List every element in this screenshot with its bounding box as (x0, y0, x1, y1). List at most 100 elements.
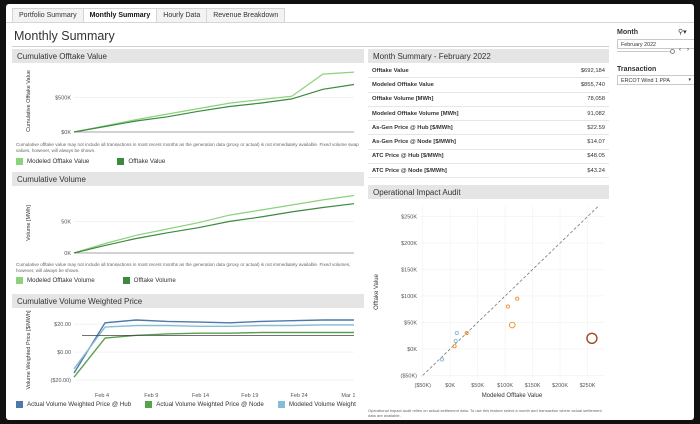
transaction-value: ERCOT Wind 1 PPA (621, 78, 670, 84)
tab-portfolio-summary[interactable]: Portfolio Summary (12, 8, 84, 23)
x-tick-label: $50K (471, 383, 484, 389)
dashboard-frame: Portfolio Summary Monthly Summary Hourly… (6, 4, 694, 420)
legend-item[interactable]: Actual Volume Weighted Price @ Node (145, 401, 264, 408)
y-axis-label: Offtake Value (374, 273, 380, 309)
y-tick-label: $250K (401, 215, 417, 221)
summary-value: $22.59 (587, 124, 605, 131)
summary-table: Offtake Value $692,184 Modeled Offtake Val… (368, 64, 609, 179)
y-tick-label: ($50K) (400, 373, 417, 379)
y-tick-label: $500K (55, 96, 71, 102)
legend-label: Actual Volume Weighted Price @ Node (156, 401, 264, 408)
cum-volume-header: Cumulative Volume (12, 172, 364, 186)
summary-value: 91,082 (587, 110, 605, 117)
cvwp-legend: Actual Volume Weighted Price @ Hub Actua… (16, 401, 356, 408)
legend-item[interactable]: Modeled Offtake Value (16, 158, 89, 165)
scatter-point (464, 330, 469, 336)
cum-offtake-legend: Modeled Offtake Value Offtake Value (16, 158, 193, 165)
legend-swatch (145, 401, 153, 408)
scatter-point (439, 357, 445, 362)
next-month-icon[interactable]: › (687, 47, 689, 53)
series-line (73, 319, 354, 374)
slider-track (617, 51, 671, 52)
x-tick-label: $250K (580, 383, 596, 389)
summary-header: Month Summary - February 2022 (368, 49, 609, 63)
scatter-point (586, 332, 598, 345)
identity-line (422, 205, 599, 376)
series-line (73, 71, 355, 133)
cvwp-header: Cumulative Volume Weighted Price (12, 294, 364, 308)
summary-label: ATC Price @ Hub [$/MWh] (372, 153, 444, 160)
slider-handle[interactable] (670, 49, 675, 54)
x-tick-label: $150K (525, 383, 541, 389)
legend-item[interactable]: Actual Volume Weighted Price @ Hub (16, 401, 131, 408)
y-tick-label: $200K (401, 241, 417, 247)
y-tick-label: $50K (404, 320, 417, 326)
legend-item[interactable]: Offtake Volume (122, 277, 176, 284)
audit-header: Operational Impact Audit (368, 185, 609, 199)
tab-monthly-summary[interactable]: Monthly Summary (82, 8, 158, 23)
x-tick-label: $0K (445, 383, 455, 389)
chevron-down-icon: ▾ (688, 77, 691, 83)
summary-row: Offtake Volume [MWh] 78,058 (368, 93, 609, 107)
cum-offtake-note: Cumulative offtake value may not include… (16, 142, 359, 153)
legend-label: Modeled Offtake Value (27, 158, 90, 165)
series-line (73, 83, 355, 133)
y-axis-label: Volume Weighted Price [$/MWh] (26, 310, 32, 390)
legend-swatch (16, 401, 23, 408)
cum-volume-note: Cumulative offtake value may not include… (16, 262, 351, 273)
legend-swatch (122, 277, 130, 284)
search-icon[interactable]: ⚲▾ (678, 29, 687, 36)
legend-label: Offtake Value (128, 158, 166, 165)
y-tick-label: $0K (407, 347, 417, 353)
prev-month-icon[interactable]: ‹ (679, 47, 681, 53)
summary-row: Modeled Offtake Value $855,740 (368, 78, 609, 93)
summary-row: As-Gen Price @ Node [$/MWh] $14.07 (368, 135, 609, 150)
y-tick-label: $0K (61, 130, 71, 136)
scatter-point (454, 330, 459, 336)
summary-row: Offtake Value $692,184 (368, 64, 609, 79)
x-tick-label: Feb 19 (241, 393, 258, 399)
scatter-point (452, 344, 457, 349)
summary-label: As-Gen Price @ Hub [$/MWh] (372, 124, 453, 131)
tab-hourly-data[interactable]: Hourly Data (156, 8, 208, 23)
audit-note: Operational impact audit relies on actua… (368, 408, 602, 418)
y-tick-label: $100K (401, 294, 417, 300)
x-tick-label: Feb 14 (192, 393, 209, 399)
scatter-point (515, 296, 520, 301)
x-tick-label: Feb 4 (95, 393, 109, 399)
y-tick-label: ($20.00) (51, 378, 72, 384)
cvwp-chart: Volume Weighted Price [$/MWh] $20.00 $0.00… (26, 310, 355, 399)
x-tick-label: Mar 1 (341, 393, 355, 399)
y-tick-label: $20.00 (54, 322, 71, 328)
legend-item[interactable]: Offtake Value (117, 158, 165, 165)
scatter-point (505, 304, 510, 309)
legend-label: Modeled Volume Weight (288, 401, 356, 408)
scatter-point (453, 338, 458, 344)
legend-item[interactable]: Modeled Offtake Volume (16, 277, 95, 284)
x-tick-label: $100K (497, 383, 513, 389)
summary-value: 78,058 (587, 96, 605, 103)
cum-volume-chart: Volume [MWh] 50K 0K (26, 194, 355, 257)
cum-offtake-header: Cumulative Offtake Value (12, 49, 364, 63)
month-slider[interactable]: ‹ › (617, 47, 694, 55)
audit-chart: $250K $200K $150K $100K $50K $0K ($50K) ($50K) $… (374, 205, 604, 399)
legend-item[interactable]: Modeled Volume Weight (277, 401, 356, 408)
legend-swatch (117, 158, 125, 165)
series-line (73, 203, 355, 254)
x-tick-label: $200K (552, 383, 568, 389)
legend-label: Modeled Offtake Volume (27, 277, 95, 284)
tab-divider (6, 22, 694, 23)
page-title: Monthly Summary (14, 29, 115, 43)
summary-value: $855,740 (580, 81, 605, 88)
y-axis-label: Cumulative Offtake Value (26, 70, 32, 132)
legend-label: Offtake Volume (133, 277, 176, 284)
summary-value: $14.07 (587, 139, 605, 146)
tab-revenue-breakdown[interactable]: Revenue Breakdown (206, 8, 286, 23)
transaction-label: Transaction (617, 66, 657, 73)
y-tick-label: 0K (64, 251, 71, 257)
transaction-dropdown[interactable]: ERCOT Wind 1 PPA ▾ (617, 75, 694, 85)
y-axis-label: Volume [MWh] (26, 205, 32, 241)
month-selector[interactable]: February 2022 (617, 39, 694, 49)
x-axis-label: Modeled Offtake Value (482, 393, 543, 399)
y-tick-label: 50K (61, 219, 71, 225)
